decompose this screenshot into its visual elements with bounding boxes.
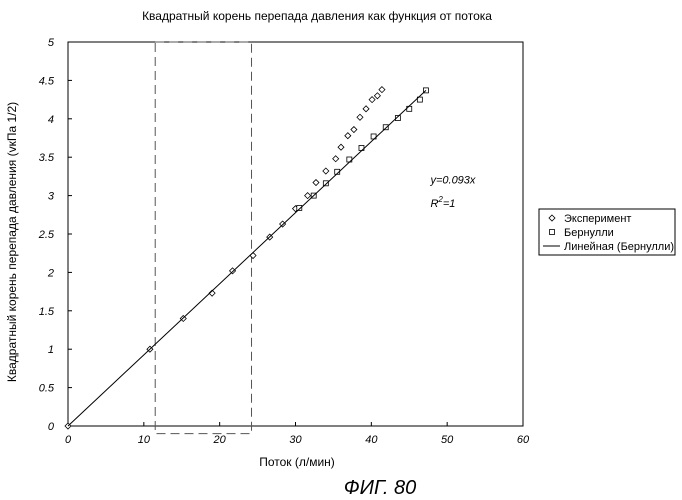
y-tick-label: 4.5 <box>39 75 55 87</box>
experiment-point <box>374 93 380 99</box>
r-squared-label: R2=1 <box>430 195 455 210</box>
x-tick-label: 60 <box>517 434 530 446</box>
highlight-box <box>155 42 251 434</box>
bernoulli-point <box>323 181 328 186</box>
experiment-point <box>345 133 351 139</box>
experiment-point <box>357 114 363 120</box>
x-tick-label: 20 <box>213 434 227 446</box>
experiment-point <box>313 180 319 186</box>
y-tick-label: 2 <box>47 267 54 279</box>
bernoulli-point <box>383 125 388 130</box>
annotations: y=0.093x R2=1 <box>429 174 475 210</box>
x-tick-label: 0 <box>65 434 72 446</box>
plot-frame <box>68 42 523 426</box>
x-axis-label: Поток (л/мин) <box>259 455 335 469</box>
equation-label: y=0.093x <box>429 174 475 186</box>
experiment-point <box>333 156 339 162</box>
experiment-point <box>305 193 311 199</box>
experiment-point <box>250 253 256 259</box>
x-tick-label: 10 <box>138 434 151 446</box>
experiment-point <box>369 97 375 103</box>
chart-title: Квадратный корень перепада давления как … <box>142 9 492 23</box>
x-tick-label: 50 <box>441 434 454 446</box>
experiment-point <box>323 168 329 174</box>
y-tick-label: 0 <box>48 421 55 433</box>
y-tick-label: 3 <box>48 191 55 203</box>
experiment-point <box>230 268 236 274</box>
y-axis: 0 0.5 1 1.5 2 2.5 3 3.5 4 4.5 5 <box>38 37 72 433</box>
experiment-point <box>379 87 385 93</box>
legend-item-bernoulli: Бернулли <box>564 227 614 239</box>
y-tick-label: 2.5 <box>38 229 55 241</box>
y-tick-label: 3.5 <box>39 152 55 164</box>
y-tick-label: 1 <box>48 344 54 356</box>
y-tick-label: 1.5 <box>39 306 55 318</box>
x-tick-label: 30 <box>289 434 302 446</box>
legend: Эксперимент Бернулли Линейная (Бернулли) <box>539 209 675 255</box>
experiment-point <box>351 127 357 133</box>
experiment-point <box>338 144 344 150</box>
legend-item-linear: Линейная (Бернулли) <box>564 241 674 253</box>
series-layer <box>65 87 428 429</box>
bernoulli-point <box>347 157 352 162</box>
y-tick-label: 4 <box>48 114 54 126</box>
y-tick-label: 5 <box>48 37 55 49</box>
figure-label: ФИГ. 80 <box>344 477 416 499</box>
y-axis-label: Квадратный корень перепада давления (vкП… <box>5 102 19 382</box>
y-tick-label: 0.5 <box>39 383 55 395</box>
legend-item-experiment: Эксперимент <box>564 213 631 225</box>
linear-fit-line <box>68 90 426 426</box>
experiment-point <box>363 106 369 112</box>
legend-square-swatch <box>550 230 555 235</box>
x-tick-label: 40 <box>365 434 378 446</box>
plot-area <box>68 42 523 426</box>
